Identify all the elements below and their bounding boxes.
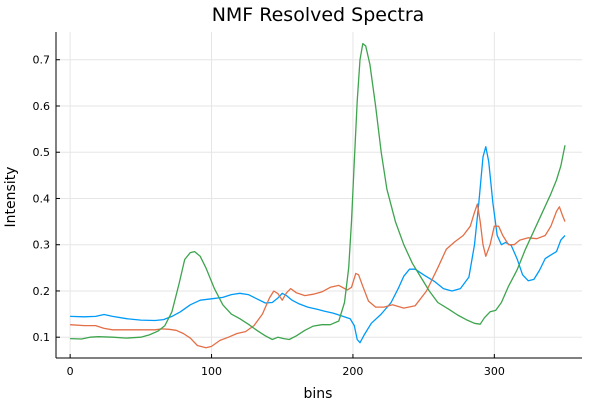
- chart-title: NMF Resolved Spectra: [212, 4, 425, 26]
- series-line-3: [70, 42, 566, 341]
- data-series: [70, 42, 566, 349]
- y-axis-label: Intensity: [3, 167, 19, 228]
- x-tick-label: 0: [67, 365, 74, 378]
- tick-labels: 0 100 200 300 0.1 0.2 0.3 0.4 0.5 0.6 0.7: [33, 54, 505, 378]
- y-tick-label: 0.7: [33, 54, 51, 67]
- y-tick-label: 0.6: [33, 100, 51, 113]
- y-tick-label: 0.1: [33, 331, 51, 344]
- axes: [55, 32, 582, 359]
- series-line-1: [70, 146, 566, 344]
- x-tick-label: 100: [201, 365, 222, 378]
- x-axis-label: bins: [304, 386, 333, 400]
- y-tick-label: 0.3: [33, 239, 51, 252]
- x-tick-label: 200: [342, 365, 363, 378]
- series-line-2: [70, 203, 566, 349]
- x-tick-label: 300: [484, 365, 505, 378]
- y-tick-label: 0.5: [33, 146, 51, 159]
- y-tick-label: 0.4: [33, 192, 51, 205]
- y-tick-label: 0.2: [33, 285, 51, 298]
- grid-lines: [56, 32, 582, 358]
